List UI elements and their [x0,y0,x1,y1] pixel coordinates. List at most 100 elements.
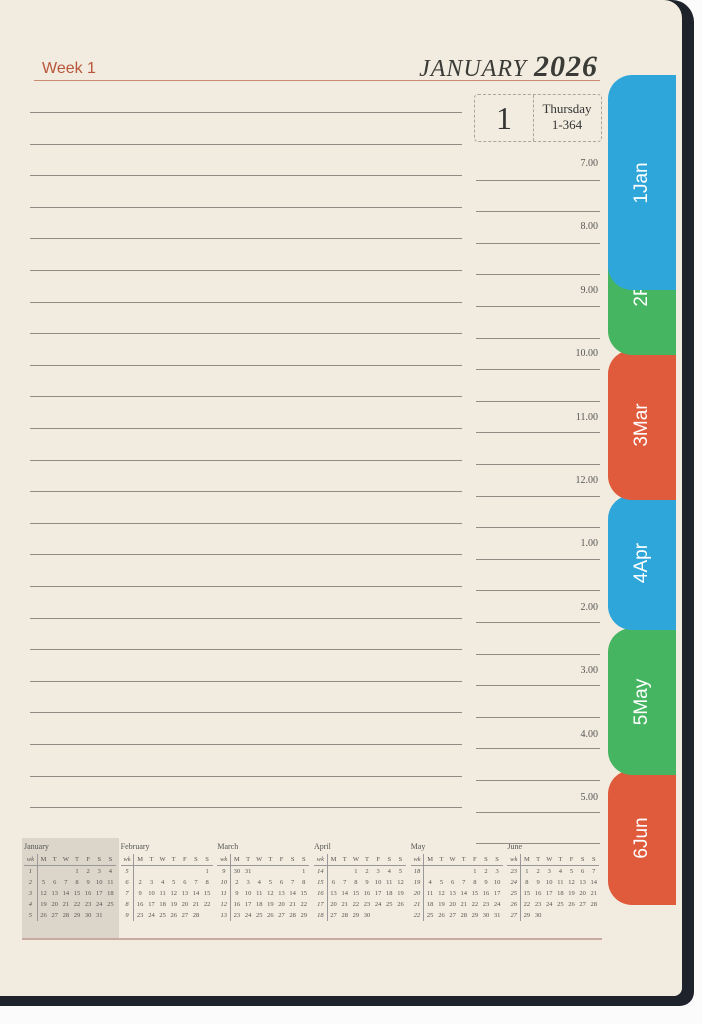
schedule-line[interactable] [476,179,600,181]
day-cell: 30 [84,912,92,919]
day-cell [254,866,265,878]
weekday-cell: wk [314,854,328,866]
schedule-line[interactable] [476,337,600,339]
note-line[interactable] [30,744,462,745]
week-number: 23 [507,865,522,877]
month-tab[interactable]: 1Jan [608,75,676,290]
week-row: 7 9 10 11 12 13 14 15 [120,888,213,899]
day-cell: 5 [41,879,46,886]
day-cell: 17 [148,901,155,908]
schedule-line[interactable] [476,716,600,718]
schedule-line[interactable] [476,843,600,845]
day-cell: 29 [523,912,531,919]
weekday-cell: T [264,854,276,866]
note-line[interactable] [30,491,462,493]
note-line[interactable] [30,238,462,240]
day-cell: 13 [579,879,586,886]
note-line[interactable] [30,554,462,556]
schedule-line[interactable] [476,242,600,244]
hour-label: 8.00 [580,221,599,233]
day-cell: 23 [84,901,92,908]
day-cell [447,866,458,878]
week-row: 21 18 19 20 21 22 23 24 [410,899,503,910]
day-cell: 1 [205,868,209,875]
weekday-cell: M [423,854,436,866]
day-cell: 25 [159,912,166,919]
note-line[interactable] [30,649,462,651]
note-line[interactable] [30,522,462,524]
note-line[interactable] [30,206,462,208]
planner-page: Week 1 JANUARY 2026 1 Thursday 1-364 Janu… [0,0,682,996]
day-cell: 31 [244,868,252,875]
note-line[interactable] [30,459,462,461]
day-cell: 14 [289,890,296,897]
day-cell [202,910,213,921]
day-cell: 13 [181,890,189,897]
week-number: 25 [507,888,522,899]
hour-label: 11.00 [575,411,598,423]
tab-label: 3Mar [631,403,652,447]
hour-label: 2.00 [580,601,599,613]
schedule-line[interactable] [476,306,600,307]
schedule-line[interactable] [476,622,600,623]
note-line[interactable] [30,428,462,429]
schedule-line[interactable] [476,780,600,781]
note-line[interactable] [30,775,462,777]
schedule-line[interactable] [476,527,600,529]
note-line[interactable] [30,270,462,271]
tab-label: 6Jun [631,816,652,859]
schedule-line[interactable] [476,811,600,813]
day-cell: 18 [557,890,564,897]
mini-calendar: January wk M T W T F S S 1 1 2 3 4 2 5 6 7 8 9 10 11 3 12 13 14 15… [22,838,119,938]
week-number: 13 [217,910,232,921]
note-line[interactable] [30,396,462,398]
note-line[interactable] [30,301,462,303]
schedule-line[interactable] [476,685,600,687]
schedule-line[interactable] [476,464,600,465]
month-tab[interactable]: 3Mar [608,350,676,500]
day-cell [134,866,146,878]
note-line[interactable] [30,807,462,809]
schedule-line[interactable] [476,432,600,434]
day-cell: 4 [387,868,391,875]
note-line[interactable] [30,175,462,177]
note-line[interactable] [30,680,462,682]
day-cell: 10 [148,890,155,897]
schedule-line[interactable] [476,211,600,213]
schedule-line[interactable] [476,400,600,402]
day-cell: 14 [460,890,467,897]
schedule-line[interactable] [476,274,600,276]
day-cell: 13 [449,890,456,897]
note-line[interactable] [30,333,462,335]
day-cell: 19 [40,901,47,908]
schedule-line[interactable] [476,495,600,497]
schedule-line[interactable] [476,558,600,560]
schedule-line[interactable] [476,653,600,655]
note-line[interactable] [30,586,462,587]
day-cell: 21 [341,901,349,908]
month-tab[interactable]: 5May [608,628,676,775]
note-line[interactable] [30,364,462,366]
note-line[interactable] [30,617,462,619]
schedule-line[interactable] [476,369,600,371]
day-cell: 14 [590,879,598,886]
day-cell: 23 [534,901,542,908]
note-line[interactable] [30,112,462,113]
note-line[interactable] [30,143,462,145]
day-cell: 28 [460,912,467,919]
schedule-line[interactable] [476,590,600,592]
day-cell: 5 [439,879,444,886]
day-cell: 24 [148,912,155,919]
mini-calendar: March wk M T W T F S S 9 30 31 1 10 2 3 4 5 6 7 8 11 9 10 11 12 13… [215,838,312,938]
mini-calendar-month: April [314,842,331,851]
month-tab[interactable]: 6Jun [608,770,676,905]
week-row: 3 12 13 14 15 16 17 18 [24,888,116,899]
weekday-header: wk M T W T F S S [120,854,213,866]
mini-calendar-month: June [507,842,523,851]
schedule-line[interactable] [476,748,600,750]
weekday-header: wk M T W T F S S [24,854,116,866]
month-tab[interactable]: 4Apr [608,495,676,630]
day-cell: 27 [51,912,59,919]
day-count: 1-364 [551,117,583,132]
note-line[interactable] [30,712,462,714]
